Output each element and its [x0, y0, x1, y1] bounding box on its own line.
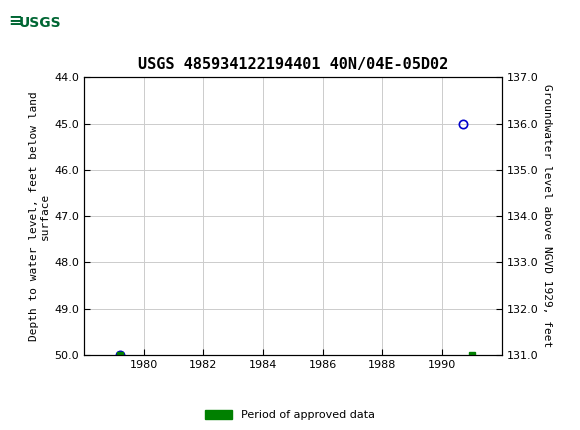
Title: USGS 485934122194401 40N/04E-05D02: USGS 485934122194401 40N/04E-05D02 — [138, 57, 448, 72]
Y-axis label: Depth to water level, feet below land
surface: Depth to water level, feet below land su… — [28, 91, 50, 341]
Y-axis label: Groundwater level above NGVD 1929, feet: Groundwater level above NGVD 1929, feet — [542, 84, 553, 348]
Legend: Period of approved data: Period of approved data — [205, 410, 375, 420]
FancyBboxPatch shape — [4, 3, 76, 42]
Text: USGS: USGS — [19, 16, 61, 30]
Text: ≡: ≡ — [8, 12, 22, 30]
